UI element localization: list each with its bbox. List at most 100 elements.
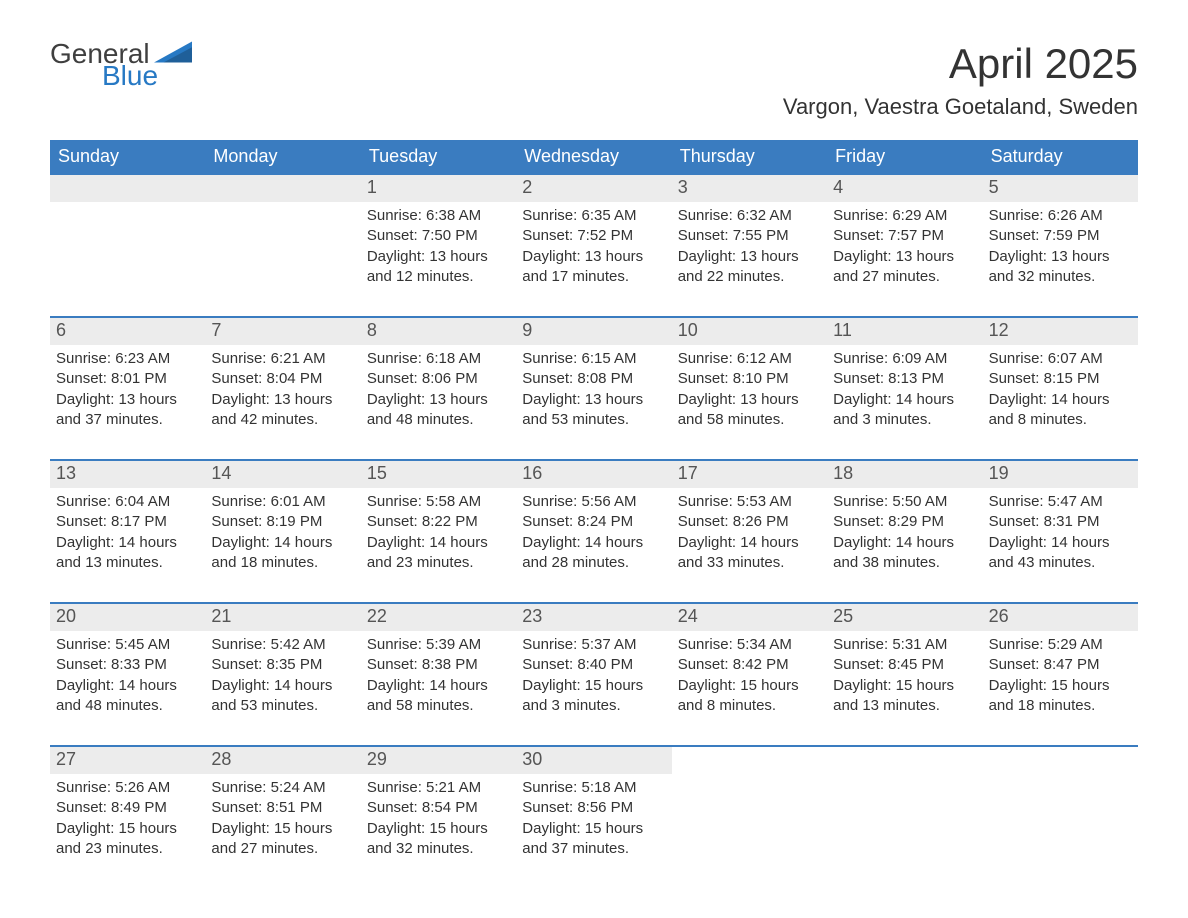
daylight1-text: Daylight: 13 hours: [211, 390, 354, 410]
week-row: 27282930Sunrise: 5:26 AMSunset: 8:49 PMD…: [50, 745, 1138, 874]
sunset-text: Sunset: 8:54 PM: [367, 798, 510, 818]
sunrise-text: Sunrise: 5:39 AM: [367, 635, 510, 655]
sunset-text: Sunset: 8:10 PM: [678, 369, 821, 389]
sunset-text: Sunset: 8:19 PM: [211, 512, 354, 532]
daylight2-text: and 22 minutes.: [678, 267, 821, 287]
day-cell: Sunrise: 5:42 AMSunset: 8:35 PMDaylight:…: [205, 631, 360, 731]
dow-cell: Thursday: [672, 140, 827, 175]
daylight2-text: and 38 minutes.: [833, 553, 976, 573]
day-number: 18: [827, 461, 982, 488]
title-block: April 2025 Vargon, Vaestra Goetaland, Sw…: [783, 40, 1138, 120]
day-number: 8: [361, 318, 516, 345]
sunset-text: Sunset: 8:35 PM: [211, 655, 354, 675]
daylight1-text: Daylight: 14 hours: [56, 676, 199, 696]
day-cell: [672, 774, 827, 874]
day-cell: Sunrise: 5:56 AMSunset: 8:24 PMDaylight:…: [516, 488, 671, 588]
daylight1-text: Daylight: 14 hours: [678, 533, 821, 553]
day-cell: Sunrise: 5:29 AMSunset: 8:47 PMDaylight:…: [983, 631, 1138, 731]
day-number: 22: [361, 604, 516, 631]
day-number: 19: [983, 461, 1138, 488]
daylight1-text: Daylight: 13 hours: [989, 247, 1132, 267]
sunrise-text: Sunrise: 6:26 AM: [989, 206, 1132, 226]
sunset-text: Sunset: 8:22 PM: [367, 512, 510, 532]
day-number: 13: [50, 461, 205, 488]
daylight1-text: Daylight: 14 hours: [522, 533, 665, 553]
logo-text-blue: Blue: [102, 62, 192, 90]
sunset-text: Sunset: 8:29 PM: [833, 512, 976, 532]
day-cell: Sunrise: 6:18 AMSunset: 8:06 PMDaylight:…: [361, 345, 516, 445]
sunset-text: Sunset: 8:31 PM: [989, 512, 1132, 532]
day-cell: Sunrise: 5:47 AMSunset: 8:31 PMDaylight:…: [983, 488, 1138, 588]
sunrise-text: Sunrise: 5:24 AM: [211, 778, 354, 798]
sunrise-text: Sunrise: 5:42 AM: [211, 635, 354, 655]
day-cell: Sunrise: 6:01 AMSunset: 8:19 PMDaylight:…: [205, 488, 360, 588]
sunrise-text: Sunrise: 5:56 AM: [522, 492, 665, 512]
day-number: 12: [983, 318, 1138, 345]
sunrise-text: Sunrise: 6:18 AM: [367, 349, 510, 369]
day-number: 10: [672, 318, 827, 345]
day-cell: Sunrise: 6:12 AMSunset: 8:10 PMDaylight:…: [672, 345, 827, 445]
dow-cell: Wednesday: [516, 140, 671, 175]
daylight2-text: and 8 minutes.: [678, 696, 821, 716]
sunrise-text: Sunrise: 6:04 AM: [56, 492, 199, 512]
daylight2-text: and 18 minutes.: [211, 553, 354, 573]
daylight2-text: and 3 minutes.: [833, 410, 976, 430]
sunrise-text: Sunrise: 5:37 AM: [522, 635, 665, 655]
day-cell: Sunrise: 5:24 AMSunset: 8:51 PMDaylight:…: [205, 774, 360, 874]
sunrise-text: Sunrise: 5:18 AM: [522, 778, 665, 798]
week-row: 6789101112Sunrise: 6:23 AMSunset: 8:01 P…: [50, 316, 1138, 445]
day-cell: [983, 774, 1138, 874]
daylight1-text: Daylight: 15 hours: [833, 676, 976, 696]
daylight1-text: Daylight: 13 hours: [678, 390, 821, 410]
dow-cell: Friday: [827, 140, 982, 175]
daylight1-text: Daylight: 15 hours: [989, 676, 1132, 696]
day-cell: Sunrise: 6:04 AMSunset: 8:17 PMDaylight:…: [50, 488, 205, 588]
daylight1-text: Daylight: 13 hours: [522, 390, 665, 410]
sunset-text: Sunset: 8:56 PM: [522, 798, 665, 818]
sunset-text: Sunset: 8:33 PM: [56, 655, 199, 675]
sunset-text: Sunset: 7:57 PM: [833, 226, 976, 246]
daylight2-text: and 13 minutes.: [56, 553, 199, 573]
daylight2-text: and 58 minutes.: [367, 696, 510, 716]
day-cell: Sunrise: 5:31 AMSunset: 8:45 PMDaylight:…: [827, 631, 982, 731]
day-number: 28: [205, 747, 360, 774]
day-cell: Sunrise: 6:32 AMSunset: 7:55 PMDaylight:…: [672, 202, 827, 302]
daylight1-text: Daylight: 14 hours: [56, 533, 199, 553]
logo: General Blue: [50, 40, 192, 90]
daylight1-text: Daylight: 14 hours: [833, 390, 976, 410]
daylight2-text: and 37 minutes.: [522, 839, 665, 859]
sunset-text: Sunset: 8:13 PM: [833, 369, 976, 389]
day-number: 14: [205, 461, 360, 488]
week-row: 12345Sunrise: 6:38 AMSunset: 7:50 PMDayl…: [50, 175, 1138, 302]
sunset-text: Sunset: 8:38 PM: [367, 655, 510, 675]
day-number: [205, 175, 360, 202]
day-number: 17: [672, 461, 827, 488]
day-number: 24: [672, 604, 827, 631]
sunrise-text: Sunrise: 5:58 AM: [367, 492, 510, 512]
day-cell: Sunrise: 5:50 AMSunset: 8:29 PMDaylight:…: [827, 488, 982, 588]
dow-cell: Monday: [205, 140, 360, 175]
week-row: 13141516171819Sunrise: 6:04 AMSunset: 8:…: [50, 459, 1138, 588]
day-cell: [50, 202, 205, 302]
sunrise-text: Sunrise: 5:31 AM: [833, 635, 976, 655]
day-number: 21: [205, 604, 360, 631]
calendar: Sunday Monday Tuesday Wednesday Thursday…: [50, 140, 1138, 874]
daylight2-text: and 53 minutes.: [522, 410, 665, 430]
dow-cell: Sunday: [50, 140, 205, 175]
daylight1-text: Daylight: 14 hours: [211, 533, 354, 553]
dow-cell: Tuesday: [361, 140, 516, 175]
day-cell: Sunrise: 5:34 AMSunset: 8:42 PMDaylight:…: [672, 631, 827, 731]
daylight2-text: and 37 minutes.: [56, 410, 199, 430]
daylight1-text: Daylight: 14 hours: [211, 676, 354, 696]
sunrise-text: Sunrise: 6:12 AM: [678, 349, 821, 369]
sunset-text: Sunset: 8:26 PM: [678, 512, 821, 532]
day-cell: Sunrise: 5:21 AMSunset: 8:54 PMDaylight:…: [361, 774, 516, 874]
daylight2-text: and 32 minutes.: [367, 839, 510, 859]
day-cell: Sunrise: 6:15 AMSunset: 8:08 PMDaylight:…: [516, 345, 671, 445]
sunrise-text: Sunrise: 5:34 AM: [678, 635, 821, 655]
daylight2-text: and 43 minutes.: [989, 553, 1132, 573]
day-cell: Sunrise: 6:29 AMSunset: 7:57 PMDaylight:…: [827, 202, 982, 302]
daylight1-text: Daylight: 13 hours: [522, 247, 665, 267]
day-number: [983, 747, 1138, 774]
day-number: 27: [50, 747, 205, 774]
